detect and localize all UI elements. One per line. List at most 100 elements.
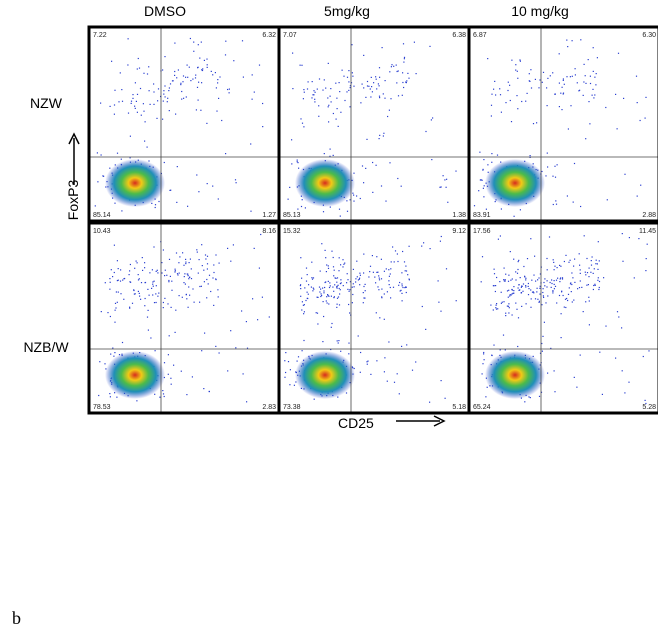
event-dot	[306, 297, 308, 299]
event-dot	[513, 290, 515, 292]
event-dot	[323, 153, 325, 155]
event-dot	[348, 70, 350, 72]
event-dot	[134, 293, 136, 295]
event-dot	[219, 76, 221, 78]
event-dot	[116, 152, 119, 154]
event-dot	[508, 312, 510, 314]
event-dot	[510, 279, 512, 281]
event-dot	[284, 360, 286, 362]
event-dot	[540, 391, 543, 393]
event-dot	[383, 371, 385, 373]
event-dot	[518, 259, 520, 261]
quadrant-ur: 9.12	[452, 228, 466, 235]
event-dot	[213, 271, 215, 274]
event-dot	[169, 189, 171, 191]
x-axis-label: CD25	[338, 415, 374, 431]
event-dot	[638, 238, 640, 240]
event-dot	[152, 283, 154, 285]
event-dot	[615, 357, 617, 359]
event-dot	[378, 277, 380, 279]
event-dot	[524, 276, 526, 278]
event-dot	[183, 276, 185, 278]
event-dot	[547, 166, 549, 168]
event-dot	[504, 280, 506, 282]
event-dot	[230, 330, 232, 332]
event-dot	[152, 285, 154, 287]
event-dot	[640, 184, 642, 186]
event-dot	[205, 258, 207, 260]
event-dot	[311, 81, 313, 83]
event-dot	[578, 287, 581, 289]
event-dot	[339, 293, 341, 295]
event-dot	[585, 274, 587, 276]
event-dot	[246, 347, 249, 349]
quadrant-ll: 73.38	[283, 404, 301, 411]
event-dot	[380, 258, 382, 260]
event-dot	[525, 100, 527, 102]
event-dot	[576, 386, 578, 388]
event-dot	[120, 158, 122, 160]
event-dot	[524, 401, 526, 403]
event-dot	[510, 294, 512, 296]
event-dot	[303, 91, 305, 93]
event-dot	[532, 291, 534, 293]
event-dot	[123, 278, 125, 280]
event-dot	[525, 303, 527, 305]
event-dot	[333, 275, 335, 277]
event-dot	[566, 76, 568, 78]
event-dot	[114, 321, 116, 323]
event-dot	[573, 376, 575, 378]
event-dot	[372, 161, 374, 164]
event-dot	[344, 99, 346, 102]
event-dot	[404, 270, 406, 272]
event-dot	[175, 252, 178, 254]
event-dot	[572, 201, 574, 203]
event-dot	[586, 284, 588, 286]
event-dot	[541, 350, 543, 352]
panel-border	[467, 221, 658, 415]
event-dot	[190, 268, 192, 270]
event-dot	[154, 350, 156, 352]
event-dot	[202, 68, 204, 70]
event-dot	[334, 277, 336, 279]
event-dot	[496, 276, 498, 279]
event-dot	[525, 277, 527, 279]
event-dot	[499, 88, 501, 90]
event-dot	[322, 341, 324, 343]
event-dot	[440, 380, 442, 382]
event-dot	[225, 40, 227, 42]
event-dot	[500, 302, 502, 304]
event-dot	[559, 278, 561, 280]
event-dot	[492, 309, 494, 311]
event-dot	[340, 264, 342, 266]
event-dot	[336, 287, 338, 289]
event-dot	[553, 370, 555, 372]
event-dot	[565, 254, 567, 256]
event-dot	[541, 170, 543, 173]
event-dot	[134, 105, 136, 107]
event-dot	[189, 294, 191, 296]
event-dot	[303, 126, 305, 128]
event-dot	[196, 249, 198, 251]
event-dot	[375, 312, 377, 314]
density-core	[295, 351, 355, 399]
event-dot	[175, 309, 177, 311]
event-dot	[480, 179, 482, 181]
event-dot	[353, 367, 355, 370]
event-dot	[548, 236, 551, 238]
event-dot	[152, 281, 154, 283]
event-dot	[118, 101, 120, 103]
event-dot	[149, 103, 151, 105]
event-dot	[562, 78, 564, 80]
event-dot	[347, 288, 349, 290]
event-dot	[542, 291, 544, 294]
event-dot	[337, 125, 339, 127]
event-dot	[319, 291, 321, 293]
event-dot	[301, 199, 303, 201]
event-dot	[520, 292, 523, 294]
event-dot	[171, 289, 173, 291]
event-dot	[479, 151, 481, 153]
event-dot	[396, 70, 398, 73]
event-dot	[645, 258, 647, 260]
event-dot	[168, 110, 170, 112]
